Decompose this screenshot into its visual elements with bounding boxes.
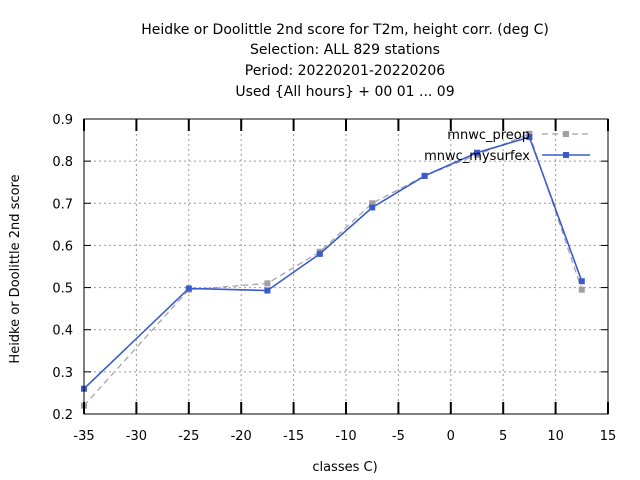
y-tick-label: 0.2 [52,408,73,423]
y-tick-label: 0.5 [52,282,73,297]
data-point-mnwc_mysurfex [369,204,376,211]
y-tick-label: 0.7 [52,197,73,212]
data-point-mnwc_mysurfex [421,172,428,179]
x-tick-label: -15 [283,429,304,444]
x-tick-label: -20 [231,429,252,444]
x-tick-label: 15 [600,429,617,444]
data-point-mnwc_preop [526,130,533,137]
data-point-mnwc_mysurfex [526,134,533,141]
data-point-mnwc_preop [369,200,376,207]
series-line-mnwc_mysurfex [83,136,583,390]
y-tick-label: 0.9 [52,113,73,128]
data-point-mnwc_mysurfex [474,149,480,156]
data-point-mnwc_mysurfex [578,278,585,285]
y-axis-label: Heidke or Doolittle 2nd score [8,174,23,363]
x-tick-label: -25 [178,429,199,444]
title-line-3: Period: 20220201-20220206 [245,63,445,79]
x-tick-label: -10 [335,429,356,444]
legend: mnwc_preop mnwc_mysurfex [424,128,590,164]
ticks: -35 -30 -25 -20 -15 -10 -5 0 5 10 15 0.2 0.3 0.4 0.5 0.… [52,113,616,444]
x-tick-label: 0 [447,429,455,444]
y-tick-label: 0.6 [52,239,73,254]
x-tick-label: 5 [499,429,507,444]
data-point-mnwc_mysurfex [316,250,323,257]
data-point-mnwc_mysurfex [264,287,271,294]
title-line-2: Selection: ALL 829 stations [250,42,440,58]
y-tick-label: 0.8 [52,155,73,170]
grid [84,119,608,414]
series-layer [81,130,585,409]
x-tick-label: -30 [126,429,147,444]
data-point-mnwc_mysurfex [185,285,192,292]
legend-marker-mnwc_mysurfex [563,152,569,158]
series-line-mnwc_preop [83,133,583,407]
title-line-1: Heidke or Doolittle 2nd score for T2m, h… [141,22,549,38]
x-tick-label: -35 [73,429,94,444]
legend-label-mnwc_mysurfex: mnwc_mysurfex [424,149,530,164]
x-tick-label: 10 [547,429,564,444]
y-tick-label: 0.3 [52,366,73,381]
data-point-mnwc_preop [578,286,585,293]
data-point-mnwc_preop [264,280,271,287]
y-tick-label: 0.4 [52,324,73,339]
x-axis-label: classes C) [312,460,377,475]
title-line-4: Used {All hours} + 00 01 ... 09 [235,84,454,100]
x-tick-label: -5 [392,429,405,444]
legend-label-mnwc_preop: mnwc_preop [447,128,530,143]
legend-marker-mnwc_preop [563,131,569,137]
chart-title: Heidke or Doolittle 2nd score for T2m, h… [141,22,549,100]
